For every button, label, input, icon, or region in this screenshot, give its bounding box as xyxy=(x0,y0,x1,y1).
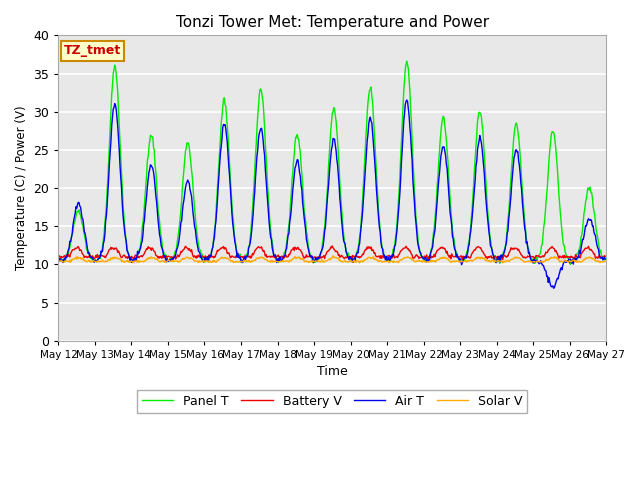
Solar V xyxy=(65,258,72,264)
Text: TZ_tmet: TZ_tmet xyxy=(64,45,121,58)
Air T xyxy=(121,228,129,234)
Air T xyxy=(415,246,423,252)
Battery V xyxy=(328,243,336,249)
Battery V xyxy=(121,252,129,258)
Line: Solar V: Solar V xyxy=(58,256,605,263)
Battery V xyxy=(499,257,506,263)
Solar V xyxy=(416,258,424,264)
Battery V xyxy=(65,252,72,257)
X-axis label: Time: Time xyxy=(317,365,348,378)
Air T xyxy=(65,247,72,252)
Solar V xyxy=(121,259,129,265)
Panel T xyxy=(403,58,411,64)
Solar V xyxy=(400,255,408,261)
Solar V xyxy=(602,259,609,264)
Air T xyxy=(176,228,184,234)
Panel T xyxy=(398,120,406,126)
Title: Tonzi Tower Met: Temperature and Power: Tonzi Tower Met: Temperature and Power xyxy=(176,15,489,30)
Y-axis label: Temperature (C) / Power (V): Temperature (C) / Power (V) xyxy=(15,106,28,270)
Solar V xyxy=(205,260,213,265)
Panel T xyxy=(566,262,574,267)
Panel T xyxy=(415,243,423,249)
Air T xyxy=(550,285,557,291)
Air T xyxy=(398,146,406,152)
Legend: Panel T, Battery V, Air T, Solar V: Panel T, Battery V, Air T, Solar V xyxy=(137,390,527,413)
Panel T xyxy=(602,256,609,262)
Line: Air T: Air T xyxy=(58,100,605,288)
Battery V xyxy=(399,246,407,252)
Solar V xyxy=(329,253,337,259)
Battery V xyxy=(54,253,62,259)
Panel T xyxy=(205,258,213,264)
Panel T xyxy=(65,251,72,256)
Line: Panel T: Panel T xyxy=(58,61,605,264)
Panel T xyxy=(176,215,184,221)
Battery V xyxy=(602,253,609,259)
Panel T xyxy=(121,223,129,228)
Solar V xyxy=(356,260,364,266)
Line: Battery V: Battery V xyxy=(58,246,605,260)
Battery V xyxy=(176,251,184,257)
Solar V xyxy=(54,259,62,265)
Air T xyxy=(602,256,609,262)
Solar V xyxy=(176,258,184,264)
Air T xyxy=(205,253,213,259)
Air T xyxy=(403,97,411,103)
Battery V xyxy=(205,252,213,258)
Battery V xyxy=(415,255,423,261)
Air T xyxy=(54,258,62,264)
Panel T xyxy=(54,257,62,263)
